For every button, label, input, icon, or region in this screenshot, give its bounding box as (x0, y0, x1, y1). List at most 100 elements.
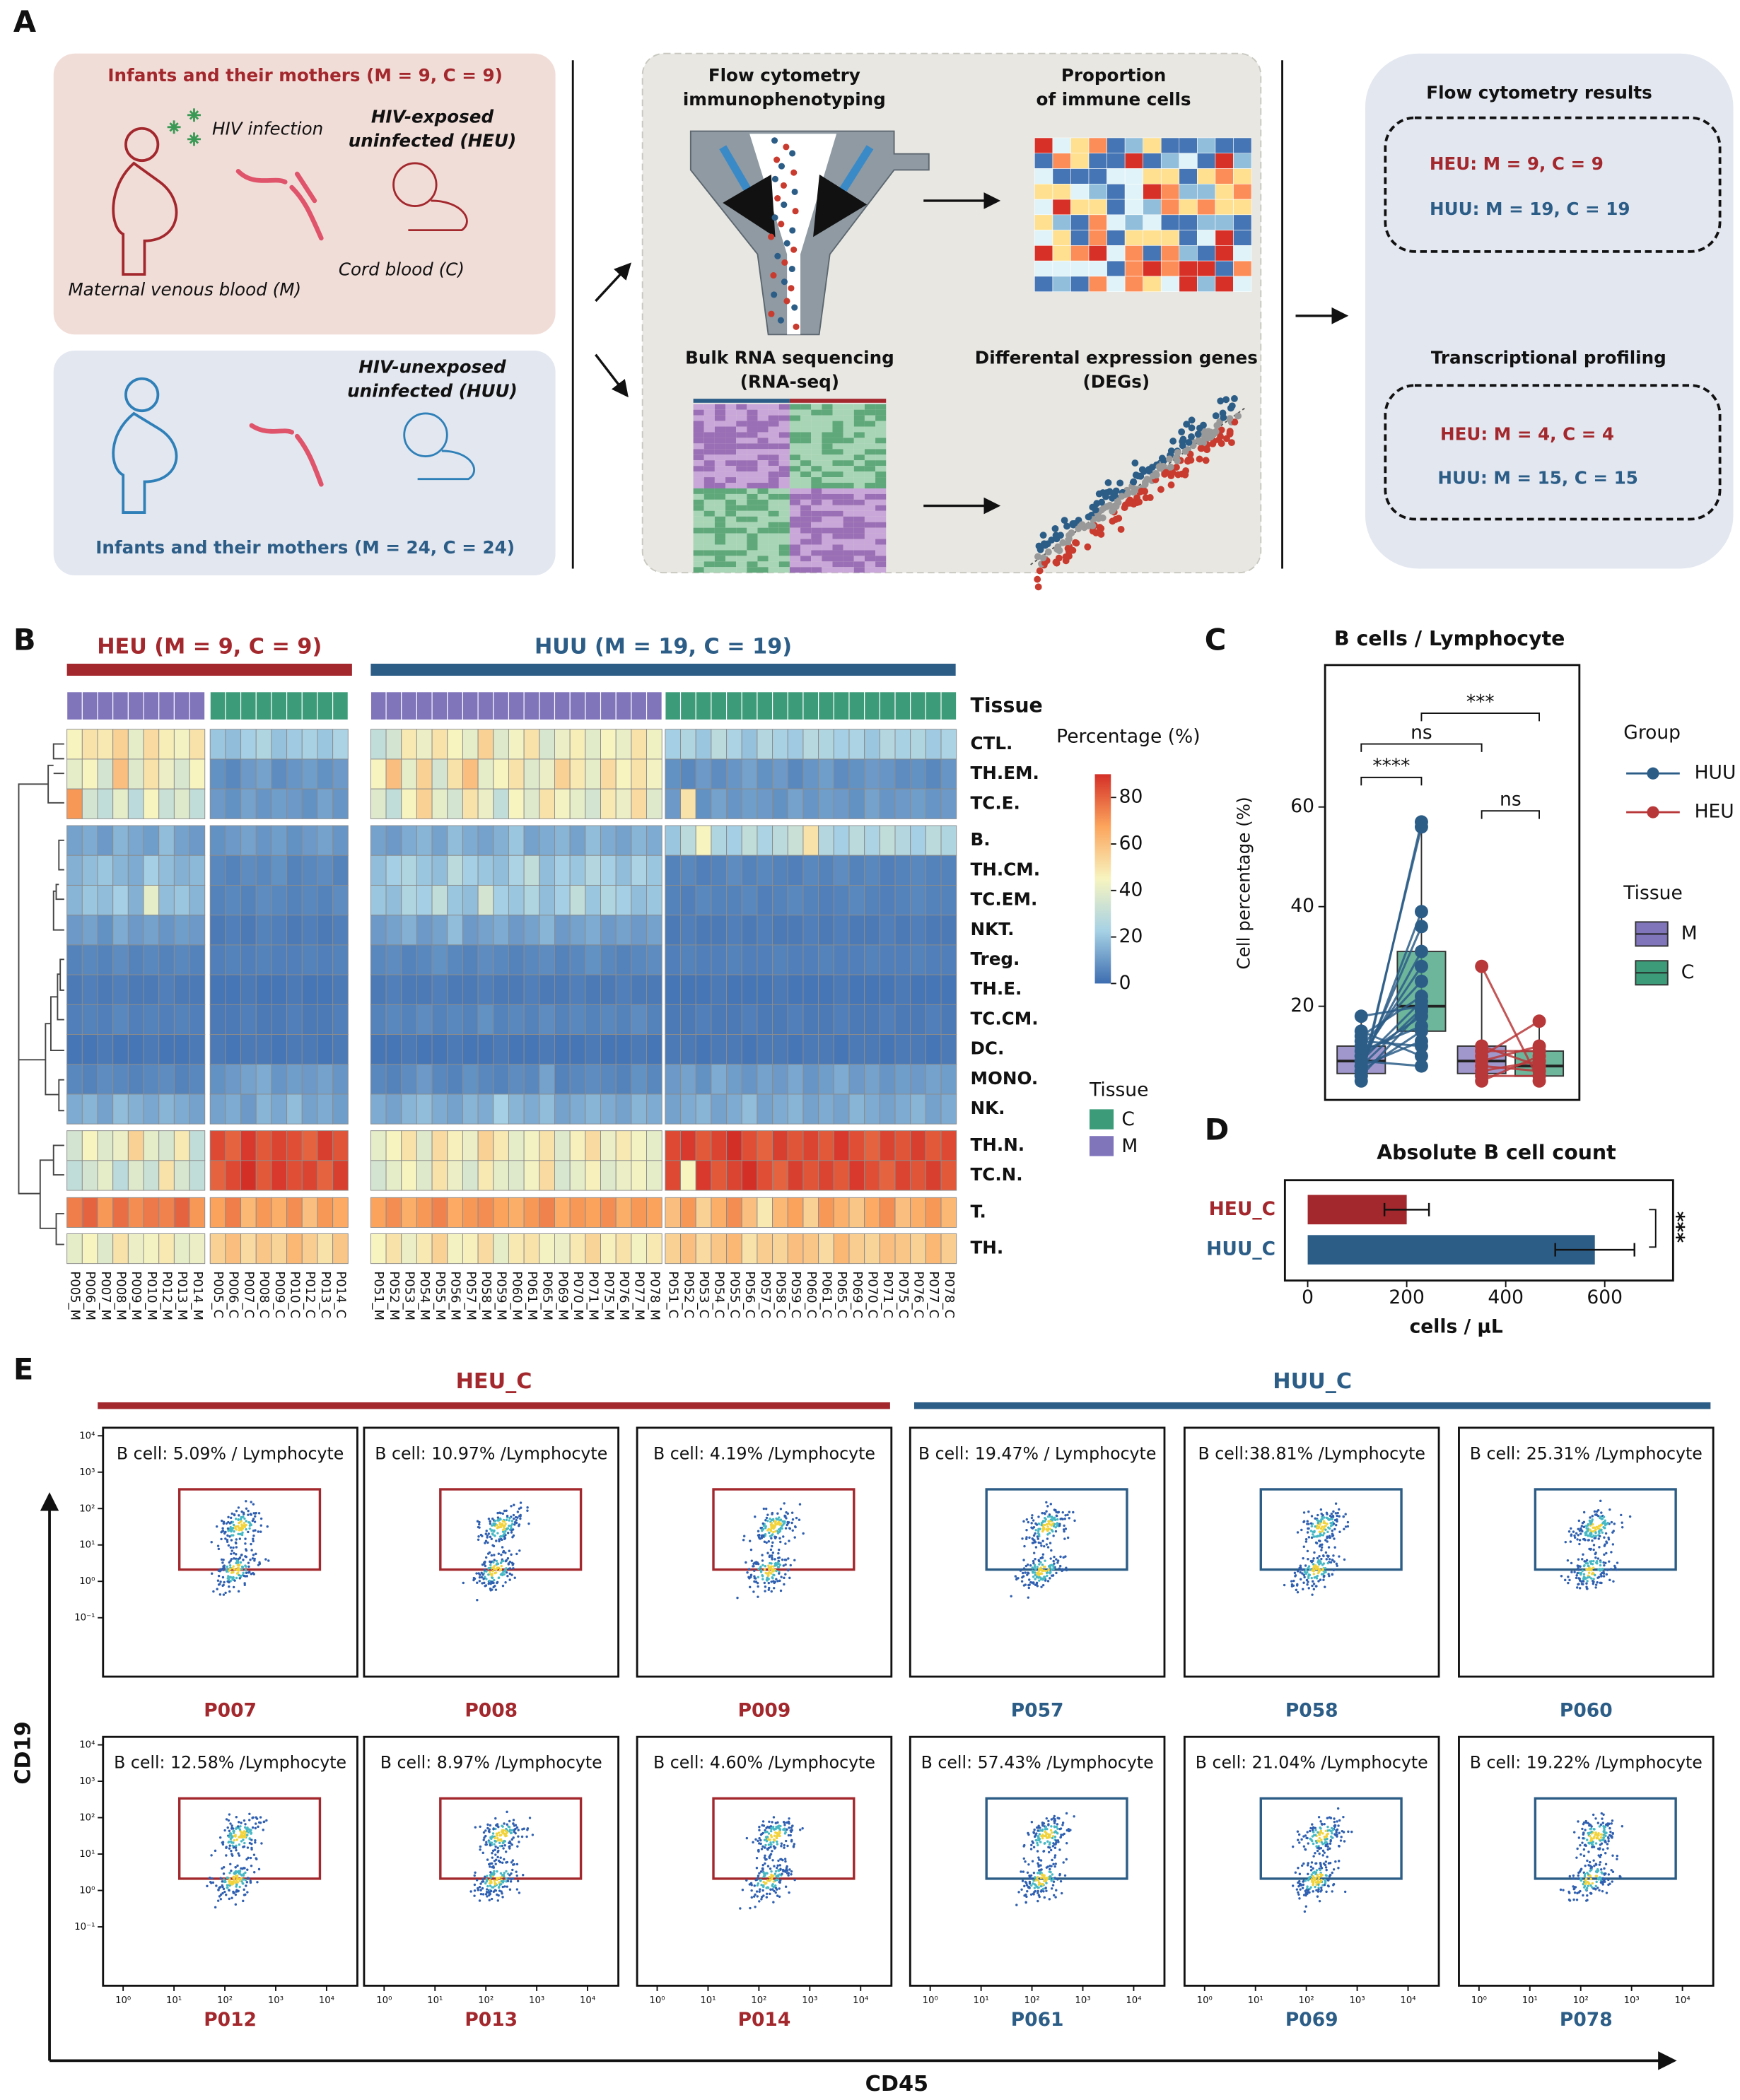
heat-cell (317, 855, 334, 886)
heat-cell (431, 944, 448, 975)
column-label: P054_C (712, 1271, 727, 1318)
heat-cell (925, 788, 942, 819)
rna-heat-cell (853, 516, 865, 522)
heat-cell (431, 855, 448, 886)
event-dot (1316, 1522, 1319, 1525)
event-dot (1034, 1546, 1038, 1549)
event-dot (488, 1840, 491, 1843)
event-dot (512, 1562, 515, 1566)
event-dot (1569, 1540, 1572, 1543)
tissue-cell (787, 691, 804, 721)
heat-cell (818, 915, 834, 946)
heat-cell (127, 1034, 144, 1065)
event-dot (1570, 1527, 1572, 1530)
rna-heat-cell (843, 483, 854, 488)
result-line: HUU: M = 15, C = 15 (1437, 468, 1637, 488)
volcano-dot (1203, 446, 1211, 454)
event-dot (1302, 1573, 1306, 1576)
event-dot (778, 1572, 781, 1575)
heat-cell (81, 729, 98, 760)
rna-heat-cell (864, 539, 876, 545)
mini-heat-cell (1197, 230, 1216, 246)
rna-heat-cell (693, 567, 704, 573)
heat-cell (332, 1130, 349, 1161)
event-dot (221, 1530, 225, 1532)
x-axis-label: CD45 (865, 2072, 928, 2096)
event-dot (1318, 1555, 1321, 1558)
heat-cell (910, 1130, 926, 1161)
event-dot (232, 1880, 235, 1883)
event-dot (242, 1899, 245, 1903)
event-dot (1050, 1515, 1053, 1518)
volcano-dot (1234, 412, 1242, 420)
event-dot (1036, 1566, 1039, 1568)
event-dot (514, 1515, 518, 1519)
event-dot (769, 1535, 772, 1538)
event-dot (770, 1590, 773, 1593)
rna-heat-cell (714, 544, 726, 551)
event-dot (788, 1868, 791, 1871)
event-dot (1033, 1571, 1037, 1574)
column-label: P071_M (586, 1271, 601, 1320)
heat-cell (462, 1233, 479, 1265)
event-dot (1334, 1512, 1338, 1515)
event-dot (506, 1557, 510, 1560)
event-dot (512, 1513, 515, 1517)
event-dot (486, 1875, 489, 1877)
heat-cell (848, 855, 865, 886)
event-dot (771, 1576, 774, 1580)
event-dot (776, 1866, 778, 1870)
event-dot (1597, 1568, 1600, 1571)
rna-heat-cell (757, 488, 769, 494)
heat-cell (646, 1064, 662, 1095)
event-dot (490, 1862, 494, 1865)
event-dot (1048, 1513, 1051, 1516)
event-dot (483, 1568, 486, 1571)
event-dot (1056, 1827, 1059, 1830)
event-dot (528, 1817, 532, 1819)
event-dot (484, 1542, 486, 1544)
event-dot (1593, 1510, 1596, 1513)
heat-cell (554, 729, 571, 760)
event-dot (229, 1822, 232, 1825)
event-dot (1027, 1571, 1029, 1574)
rna-heat-cell (757, 449, 769, 455)
point (1414, 820, 1428, 834)
event-dot (1299, 1571, 1302, 1574)
heat-cell (477, 729, 494, 760)
legend-label: M (1681, 922, 1698, 944)
event-dot (494, 1840, 497, 1843)
panel-c: C B cells / Lymphocyte Cell percentage (… (1205, 623, 1736, 1101)
heat-cell (802, 915, 819, 946)
volcano-dot (1092, 506, 1099, 514)
event-dot (501, 1523, 503, 1526)
event-dot (1346, 1520, 1350, 1524)
event-dot (253, 1871, 256, 1874)
cell-dot (777, 317, 784, 324)
heat-cell (539, 1004, 555, 1036)
mini-heat-cell (1160, 153, 1180, 169)
event-dot (234, 1866, 237, 1869)
event-dot (1312, 1566, 1315, 1569)
event-dot (494, 1571, 498, 1574)
cell-dot (781, 259, 788, 266)
event-dot (226, 1580, 229, 1583)
rna-heat-cell (757, 404, 769, 410)
rna-heat-cell (843, 415, 854, 421)
heat-cell (332, 1064, 349, 1095)
event-dot (1034, 1578, 1037, 1580)
event-dot (1592, 1530, 1595, 1533)
heat-cell (127, 884, 144, 916)
heat-cell (600, 1160, 617, 1191)
event-dot (750, 1896, 753, 1899)
event-dot (1310, 1525, 1314, 1527)
event-dot (518, 1891, 521, 1894)
tissue-cell (301, 691, 318, 721)
event-dot (516, 1845, 519, 1848)
event-dot (499, 1856, 502, 1859)
rna-heat-cell (778, 522, 790, 528)
heat-cell (189, 884, 206, 916)
event-dot (237, 1532, 240, 1535)
mini-heat-cell (1197, 214, 1216, 230)
rna-heat-cell (768, 471, 779, 478)
